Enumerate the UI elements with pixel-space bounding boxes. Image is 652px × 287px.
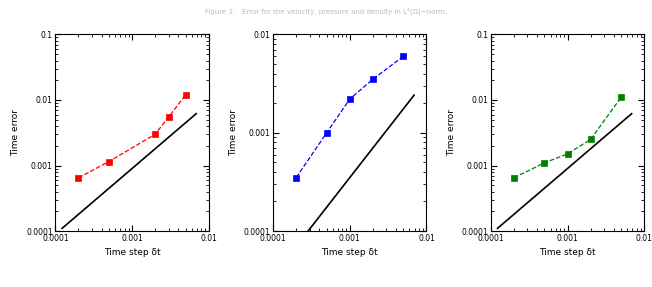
Y-axis label: Time error: Time error <box>230 109 238 156</box>
X-axis label: Time step δt: Time step δt <box>104 248 160 257</box>
Text: Figure 2.   Error for the velocity, pressure and density in L²(Ω)−norm.: Figure 2. Error for the velocity, pressu… <box>205 7 447 15</box>
Y-axis label: Time error: Time error <box>12 109 20 156</box>
Y-axis label: Time error: Time error <box>447 109 456 156</box>
X-axis label: Time step δt: Time step δt <box>321 248 378 257</box>
X-axis label: Time step δt: Time step δt <box>539 248 596 257</box>
